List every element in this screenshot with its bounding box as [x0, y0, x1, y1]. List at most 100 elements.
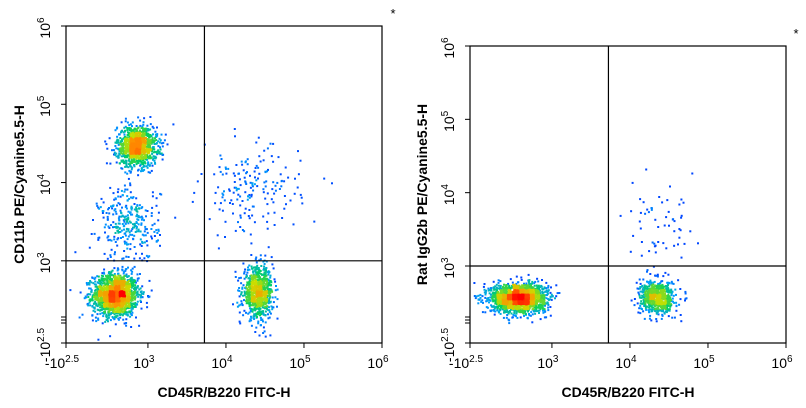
event-dot: [480, 300, 483, 303]
event-dot: [130, 168, 133, 171]
event-dot: [127, 285, 130, 288]
event-dot: [91, 319, 94, 322]
event-dot: [124, 171, 127, 174]
event-dot: [502, 306, 504, 309]
event-dot: [673, 230, 676, 233]
event-dot: [538, 306, 541, 309]
event-dot: [257, 136, 260, 139]
event-dot: [124, 152, 127, 155]
event-dot: [127, 243, 130, 246]
event-dot: [248, 296, 251, 299]
event-dot: [505, 286, 508, 289]
event-dot: [678, 203, 681, 206]
event-dot: [639, 290, 642, 293]
event-dot: [292, 223, 295, 226]
event-dot: [134, 295, 137, 298]
event-dot: [271, 263, 274, 266]
event-dot: [147, 146, 150, 149]
event-dot: [113, 303, 116, 306]
event-dot: [134, 305, 137, 308]
event-dot: [243, 176, 246, 179]
event-dot: [252, 266, 255, 269]
event-dot: [89, 280, 92, 282]
event-dot: [262, 297, 265, 300]
event-dot: [496, 305, 499, 308]
event-dot: [247, 291, 250, 294]
event-dot: [128, 292, 131, 295]
event-dot: [143, 127, 146, 130]
event-dot: [120, 310, 123, 313]
event-dot: [663, 285, 666, 288]
event-dot: [100, 274, 103, 277]
event-dot: [259, 304, 262, 307]
event-dot: [74, 251, 77, 254]
event-dot: [137, 228, 140, 231]
event-dot: [544, 290, 547, 293]
event-dot: [652, 265, 655, 268]
event-dot: [118, 218, 121, 221]
event-dot: [492, 300, 495, 303]
event-dot: [112, 192, 115, 195]
event-dot: [139, 119, 142, 122]
event-dot: [141, 132, 144, 135]
event-dot: [160, 193, 163, 196]
event-dot: [246, 198, 249, 201]
event-dot: [667, 283, 669, 286]
event-dot: [128, 231, 131, 234]
event-dot: [657, 305, 660, 308]
event-dot: [520, 309, 523, 312]
event-dot: [122, 282, 125, 285]
event-dot: [252, 189, 255, 192]
event-dot: [267, 283, 270, 286]
event-dot: [149, 116, 152, 118]
event-dot: [109, 288, 112, 291]
event-dot: [130, 272, 133, 275]
event-dot: [89, 293, 92, 296]
event-dot: [125, 230, 128, 233]
event-dot: [477, 294, 480, 297]
event-dot: [115, 127, 118, 130]
event-dot: [262, 274, 265, 276]
event-dot: [132, 129, 135, 132]
event-dot: [147, 171, 150, 174]
event-dot: [657, 309, 660, 312]
event-dot: [153, 230, 156, 233]
event-dot: [131, 152, 134, 155]
event-dot: [128, 289, 130, 292]
event-dot: [155, 142, 158, 145]
event-dot: [100, 197, 103, 200]
event-dot: [271, 308, 274, 311]
event-dot: [520, 278, 523, 281]
event-dot: [255, 283, 258, 286]
event-dot: [530, 284, 532, 287]
event-dot: [491, 297, 494, 300]
event-dot: [114, 210, 117, 213]
event-dot: [269, 276, 272, 279]
event-dot: [545, 281, 548, 284]
event-dot: [672, 294, 675, 297]
event-dot: [111, 303, 114, 306]
event-dot: [542, 297, 545, 300]
event-dot: [125, 292, 128, 295]
event-dot: [233, 181, 236, 183]
event-dot: [106, 300, 109, 303]
event-dot: [140, 148, 143, 151]
event-dot: [669, 296, 672, 299]
event-dot: [250, 289, 253, 292]
event-dot: [259, 287, 262, 289]
event-dot: [88, 282, 91, 285]
event-dot: [126, 188, 129, 191]
event-dot: [95, 302, 98, 305]
event-dot: [234, 135, 236, 138]
event-dot: [100, 281, 103, 284]
event-dot: [99, 312, 102, 315]
event-dot: [509, 308, 512, 311]
event-dot: [122, 276, 125, 279]
event-dot: [104, 297, 107, 299]
event-dot: [122, 302, 125, 305]
event-dot: [667, 293, 670, 296]
event-dot: [486, 306, 489, 309]
event-dot: [100, 284, 103, 287]
event-dot: [128, 127, 131, 129]
event-dot: [92, 302, 95, 305]
